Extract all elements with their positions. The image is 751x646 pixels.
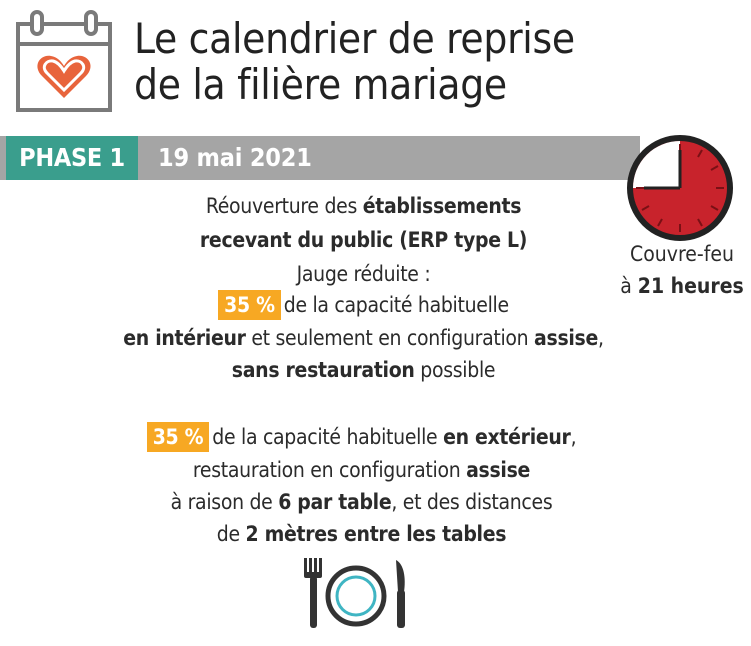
text-line: recevant du public (ERP type L) (199, 228, 528, 252)
page-title-line-1: Le calendrier de reprise (134, 14, 575, 63)
curfew-label: Couvre-feu (630, 242, 734, 266)
calendar-heart-icon (16, 10, 112, 112)
clock-icon (627, 135, 733, 241)
text-line: Jauge réduite : (296, 262, 431, 286)
text-line: 35 % de la capacité habituelle (0, 290, 739, 320)
text-line: 35 % de la capacité habituelle en extérie… (0, 422, 737, 452)
percentage-highlight: 35 % (146, 422, 210, 452)
percentage-highlight: 35 % (218, 290, 281, 320)
text-line: en intérieur et seulement en configurati… (123, 326, 604, 350)
text-line: restauration en configuration assise (192, 458, 531, 482)
text-line: Réouverture des établissements (205, 194, 522, 218)
page-title-line-2: de la filière mariage (134, 60, 507, 109)
phase-badge: PHASE 1 (6, 136, 138, 180)
text-line: à raison de 6 par table, et des distance… (170, 490, 553, 514)
phase-date: 19 mai 2021 (158, 143, 312, 172)
text-line: sans restauration possible (231, 358, 496, 382)
cutlery-plate-icon (304, 558, 405, 628)
curfew-time: à 21 heures (620, 274, 744, 298)
text-line: de 2 mètres entre les tables (216, 522, 507, 546)
